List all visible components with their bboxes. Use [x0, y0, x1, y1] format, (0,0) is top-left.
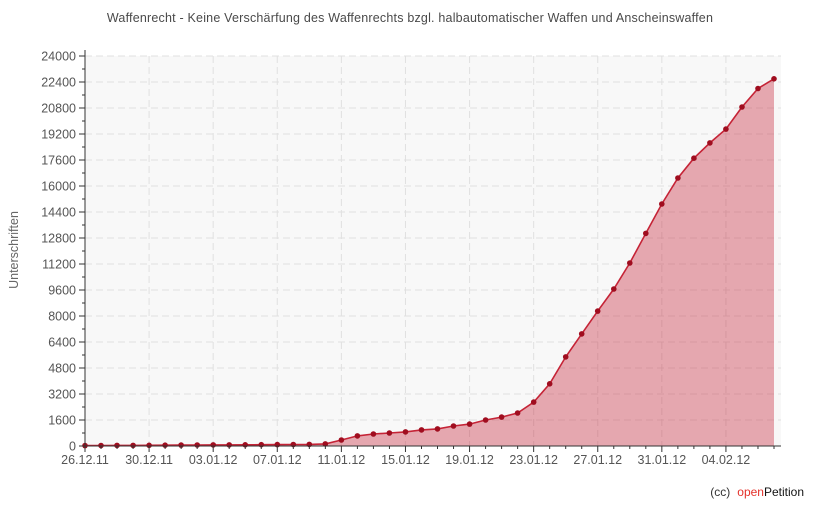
data-point[interactable] — [322, 441, 329, 447]
data-point[interactable] — [659, 201, 665, 207]
data-point[interactable] — [466, 421, 473, 427]
data-point[interactable] — [402, 429, 409, 435]
y-tick-label: 0 — [69, 440, 76, 454]
chart-title: Waffenrecht - Keine Verschärfung des Waf… — [106, 11, 714, 25]
data-point[interactable] — [675, 175, 681, 181]
y-tick-label: 17600 — [41, 154, 76, 168]
y-tick-label: 1600 — [48, 414, 76, 428]
data-point[interactable] — [354, 433, 361, 439]
y-tick-label: 24000 — [41, 50, 76, 64]
data-point[interactable] — [418, 427, 425, 433]
data-point[interactable] — [498, 414, 505, 420]
data-point[interactable] — [643, 230, 649, 237]
y-tick-label: 9600 — [48, 284, 76, 298]
x-tick-label: 11.01.12 — [318, 453, 366, 467]
y-tick-label: 22400 — [41, 76, 76, 90]
cc-license-label: (cc) — [710, 485, 731, 499]
data-point[interactable] — [434, 426, 441, 432]
y-tick-label: 19200 — [41, 128, 76, 142]
data-point[interactable] — [707, 140, 713, 146]
data-point[interactable] — [114, 442, 120, 449]
series-area — [85, 78, 774, 447]
x-tick-label: 26.12.11 — [61, 453, 109, 467]
data-point[interactable] — [514, 410, 521, 416]
x-tick-label: 03.01.12 — [189, 453, 238, 467]
y-tick-label: 12800 — [41, 232, 76, 246]
y-tick-label: 4800 — [48, 362, 76, 376]
x-tick-label: 04.02.12 — [702, 453, 751, 467]
x-tick-label: 31.01.12 — [638, 453, 687, 467]
y-tick-label: 11200 — [42, 258, 76, 272]
data-point[interactable] — [771, 76, 777, 82]
y-tick-label: 8000 — [48, 310, 76, 324]
y-tick-label: 6400 — [48, 336, 76, 350]
x-tick-label: 23.01.12 — [509, 453, 558, 467]
data-point[interactable] — [482, 417, 489, 423]
data-point[interactable] — [338, 437, 345, 443]
y-tick-label: 16000 — [41, 180, 76, 194]
x-tick-label: 30.12.11 — [125, 453, 173, 467]
data-point[interactable] — [146, 442, 152, 449]
data-point[interactable] — [546, 381, 553, 387]
y-tick-label: 3200 — [48, 388, 76, 402]
plot-area — [85, 56, 781, 446]
data-point[interactable] — [691, 155, 697, 161]
signatures-area-chart: 0 1600 3200 4800 6400 8000 9600 11200 12800 14400… — [41, 50, 781, 467]
data-point[interactable] — [130, 442, 136, 449]
data-point[interactable] — [162, 442, 168, 449]
data-point[interactable] — [450, 423, 457, 429]
data-point[interactable] — [386, 430, 393, 436]
data-point[interactable] — [594, 308, 601, 314]
data-point[interactable] — [739, 104, 745, 110]
y-tick-label: 20800 — [41, 102, 76, 116]
data-point[interactable] — [562, 354, 569, 360]
y-tick-label: 14400 — [41, 206, 76, 220]
data-point[interactable] — [611, 286, 617, 292]
openpetition-logo-open[interactable]: open — [737, 485, 764, 499]
x-tick-label: 15.01.12 — [381, 453, 430, 467]
data-point[interactable] — [178, 442, 184, 448]
openpetition-logo-petition[interactable]: Petition — [763, 485, 804, 499]
x-tick-label: 27.01.12 — [573, 453, 622, 467]
data-point[interactable] — [530, 399, 537, 405]
x-tick-label: 19.01.12 — [445, 453, 494, 467]
data-point[interactable] — [755, 85, 761, 92]
data-point[interactable] — [370, 431, 377, 437]
data-point[interactable] — [627, 260, 633, 266]
data-point[interactable] — [578, 331, 585, 337]
attribution: (cc) openPetition — [710, 485, 804, 499]
data-point[interactable] — [723, 126, 729, 132]
x-tick-label: 07.01.12 — [253, 453, 302, 467]
